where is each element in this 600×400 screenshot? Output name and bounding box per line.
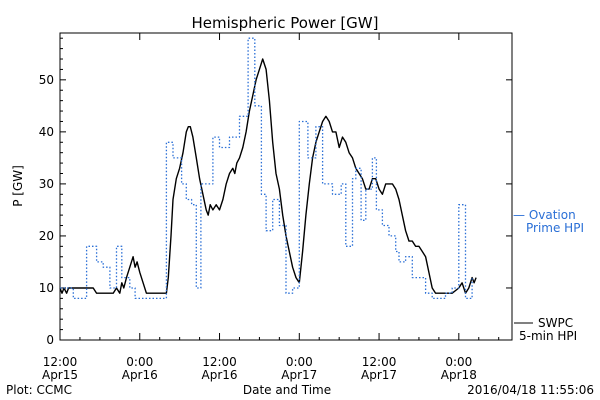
legend-ovation-line1: — Ovation — [513, 208, 576, 222]
x-axis-label: Date and Time — [243, 383, 331, 397]
legend-ovation-line2: Prime HPI — [526, 221, 584, 235]
x-tick-time-label: 12:00 — [202, 355, 237, 369]
x-tick-time-label: 0:00 — [286, 355, 313, 369]
y-tick-label: 30 — [39, 177, 54, 191]
y-tick-label: 0 — [46, 333, 54, 347]
x-tick-time-label: 12:00 — [43, 355, 78, 369]
series-swpc-line — [59, 58, 477, 294]
series-layer — [59, 37, 477, 300]
x-tick-date-label: Apr16 — [202, 368, 238, 382]
plot-area — [59, 32, 513, 341]
y-tick-label: 20 — [39, 229, 54, 243]
legend-swpc-line1: SWPC — [538, 316, 573, 330]
x-tick-date-label: Apr15 — [42, 368, 78, 382]
y-tick-label: 40 — [39, 125, 54, 139]
y-tick-label: 50 — [39, 73, 54, 87]
chart-title: Hemispheric Power [GW] — [192, 14, 379, 32]
legend-swpc: SWPC 5-min HPI — [514, 316, 577, 343]
series-ovation-prime-line — [60, 37, 473, 300]
plot-frame — [59, 32, 513, 341]
y-tick-label: 10 — [39, 281, 54, 295]
y-axis-label: P [GW] — [11, 165, 25, 207]
legend-ovation: — Ovation Prime HPI — [513, 208, 584, 235]
footer-timestamp: 2016/04/18 11:55:06 — [467, 383, 594, 397]
x-tick-time-label: 0:00 — [445, 355, 472, 369]
x-tick-time-label: 0:00 — [126, 355, 153, 369]
y-axis-ticks: 0 10 20 30 40 50 — [39, 37, 512, 347]
x-tick-date-label: Apr16 — [122, 368, 158, 382]
x-axis-ticks: 12:00Apr150:00Apr1612:00Apr160:00Apr1712… — [42, 33, 500, 382]
x-tick-date-label: Apr17 — [361, 368, 397, 382]
legend-swpc-line2: 5-min HPI — [519, 329, 577, 343]
x-tick-date-label: Apr18 — [441, 368, 477, 382]
x-tick-date-label: Apr17 — [281, 368, 317, 382]
x-tick-time-label: 12:00 — [362, 355, 397, 369]
footer-plot-credit: Plot: CCMC — [6, 383, 72, 397]
